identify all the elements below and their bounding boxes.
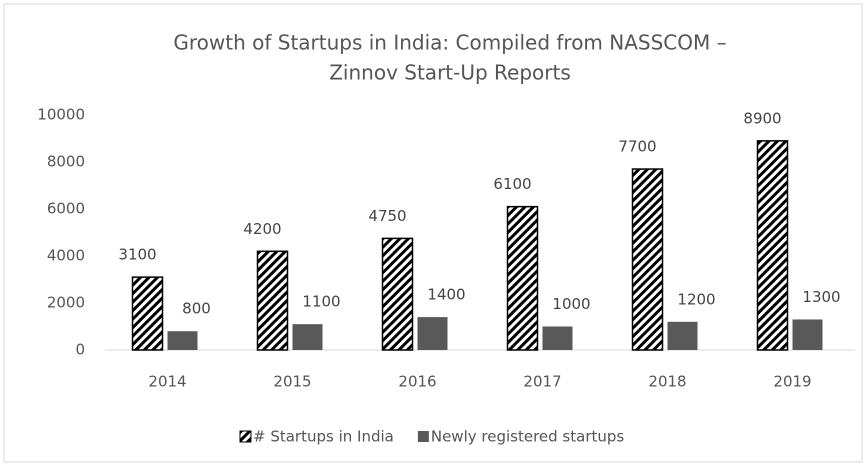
data-label: 1000 — [552, 295, 590, 313]
bar — [667, 321, 698, 350]
data-label: 8900 — [743, 109, 781, 127]
bar — [417, 317, 448, 350]
y-tick-label: 0 — [75, 341, 85, 359]
bar — [631, 168, 664, 351]
data-label: 800 — [182, 300, 211, 318]
bar — [131, 276, 164, 351]
x-tick-label: 2017 — [523, 373, 561, 391]
data-label: 1100 — [302, 293, 340, 311]
legend-marker — [239, 430, 252, 443]
data-label: 4750 — [368, 207, 406, 225]
y-tick-label: 6000 — [47, 200, 85, 218]
data-label: 1400 — [427, 286, 465, 304]
y-tick-label: 2000 — [47, 294, 85, 312]
bar — [756, 140, 789, 351]
x-tick-label: 2019 — [773, 373, 811, 391]
bar — [506, 205, 539, 351]
bar — [792, 319, 823, 350]
data-label: 7700 — [618, 138, 656, 156]
bar — [542, 326, 573, 350]
data-label: 3100 — [118, 246, 156, 264]
legend-label: Newly registered startups — [431, 428, 625, 446]
y-tick-label: 10000 — [37, 106, 85, 124]
bar — [381, 237, 414, 351]
y-tick-label: 4000 — [47, 247, 85, 265]
data-label: 1200 — [677, 290, 715, 308]
x-tick-label: 2015 — [273, 373, 311, 391]
bar — [256, 250, 289, 351]
x-tick-label: 2016 — [398, 373, 436, 391]
y-tick-label: 8000 — [47, 153, 85, 171]
x-tick-label: 2018 — [648, 373, 686, 391]
legend-label: # Startups in India — [253, 428, 394, 446]
data-label: 1300 — [802, 288, 840, 306]
chart-border — [3, 3, 863, 463]
legend-marker — [417, 431, 429, 442]
bar — [167, 331, 198, 350]
chart-title: Zinnov Start-Up Reports — [329, 61, 571, 85]
data-label: 6100 — [493, 175, 531, 193]
chart-title: Growth of Startups in India: Compiled fr… — [173, 31, 726, 55]
bar — [292, 324, 323, 350]
data-label: 4200 — [243, 220, 281, 238]
x-tick-label: 2014 — [148, 373, 186, 391]
